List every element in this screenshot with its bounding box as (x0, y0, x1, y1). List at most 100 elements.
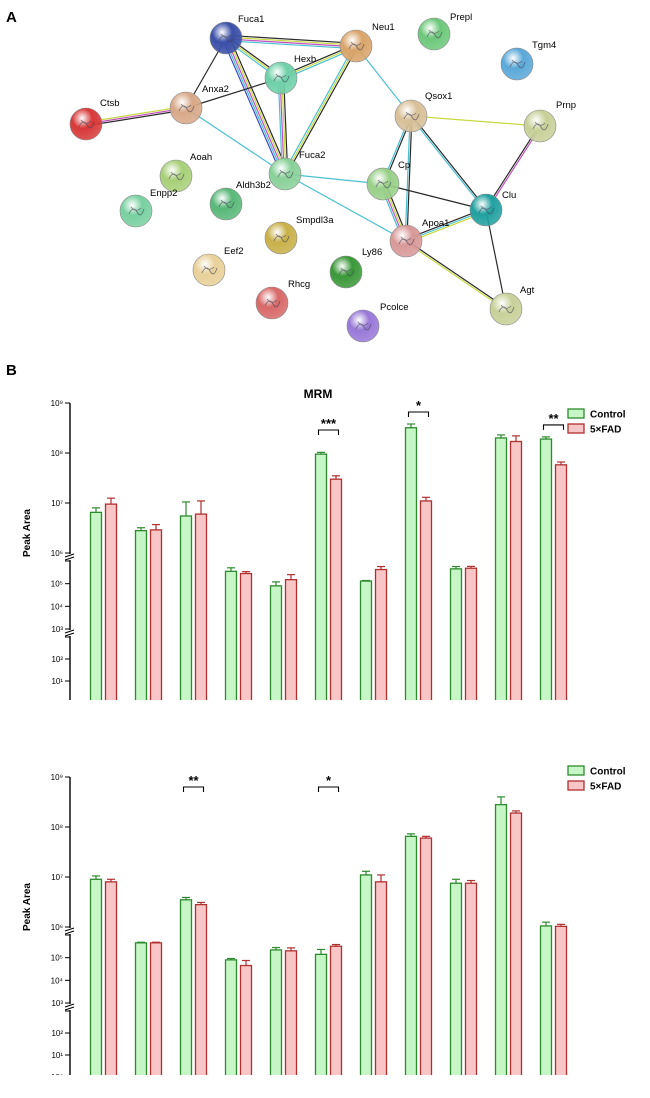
network-node-agt: Agt (489, 285, 535, 326)
significance-label: * (416, 398, 422, 413)
network-edge (484, 125, 540, 210)
network-edge (225, 38, 356, 48)
network-edge (85, 107, 187, 125)
bar-5xfad-eef2 (284, 950, 298, 1075)
node-label: Fuca2 (299, 150, 325, 161)
node-label: Ctsb (100, 98, 120, 109)
bar-5xfad-ly86 (419, 500, 433, 700)
y-tick-label: 10⁶ (51, 923, 63, 932)
y-tick: 10⁸ (51, 449, 70, 458)
axis-break (64, 1006, 75, 1011)
network-edge (286, 46, 359, 176)
legend-swatch (567, 408, 585, 419)
bar-5xfad-qsox1 (419, 837, 433, 1075)
bar-5xfad-clusterin (149, 529, 163, 700)
bar-control-annexin-2 (179, 899, 193, 1075)
network-edge (284, 173, 407, 242)
bar-control-preol (494, 437, 508, 700)
network-edge (226, 36, 357, 46)
significance-bracket: *** (317, 416, 340, 435)
bar-control-enpp2 (269, 585, 283, 700)
network-node-prnp: Prnp (523, 100, 576, 143)
legend-label: Control (590, 410, 626, 421)
axis-break (64, 553, 75, 558)
network-edge (185, 107, 286, 175)
y-tick: 10⁴ (51, 976, 70, 985)
bar-5xfad-angiotensin (149, 942, 163, 1075)
axis-break (64, 1003, 75, 1008)
legend-label: 5×FAD (590, 425, 621, 436)
y-tick: 10² (51, 655, 70, 664)
y-tick: 10¹ (51, 1051, 70, 1060)
network-node-smpdl3a: Smpdl3a (264, 215, 334, 255)
significance-label: *** (321, 416, 337, 431)
y-tick-label: 10³ (51, 625, 63, 634)
network-edge (222, 39, 283, 176)
network-node-enpp2: Enpp2 (119, 188, 177, 228)
significance-label: * (326, 773, 332, 788)
network-edge (409, 116, 486, 211)
network-node-aoah: Aoah (159, 152, 212, 193)
network-node-tgm4: Tgm4 (500, 40, 556, 81)
bar-control-fuca2 (314, 453, 328, 700)
y-tick-label: 10⁹ (51, 773, 63, 782)
bar-control-eef2 (269, 949, 283, 1075)
bar-control-tgm4 (539, 925, 553, 1075)
bar-control-pcolce (449, 568, 463, 700)
legend-label: Control (590, 767, 626, 778)
significance-bracket: * (407, 398, 430, 418)
bar-5xfad-annexin-2 (194, 903, 208, 1075)
y-tick-label: 10² (51, 1029, 63, 1038)
y-tick-label: 10⁵ (51, 580, 63, 589)
network-edge (406, 116, 413, 242)
network-nodes: Fuca1 Neu1 Prepl Tgm4 Hexb Anxa2 Ctsb Qsox1 Prnp… (69, 12, 576, 343)
y-tick-label: 10² (51, 655, 63, 664)
bar-5xfad-hexb (374, 568, 388, 700)
y-tick-label: 10³ (51, 999, 63, 1008)
bar-5xfad-cathepsin-b (239, 572, 253, 700)
network-edge (284, 45, 357, 175)
node-label: Anxa2 (202, 84, 229, 95)
bars (89, 796, 568, 1075)
axis-break (64, 927, 75, 932)
node-label: Neu1 (372, 22, 395, 33)
axis-break (64, 556, 75, 561)
network-node-pcolce: Pcolce (346, 302, 409, 343)
bar-5xfad-ceruloplasmin (194, 513, 208, 700)
bar-control-fuca1 (314, 953, 328, 1075)
network-node-ly86: Ly86 (329, 247, 382, 289)
node-label: Fuca1 (238, 14, 264, 25)
node-label: Hexb (294, 54, 316, 65)
node-label: Apoa1 (422, 218, 449, 229)
node-label: Eef2 (224, 246, 244, 257)
bar-5xfad-apolipoprotein-a-i (239, 964, 253, 1075)
chart-1-title: MRM (304, 387, 333, 401)
legend: Control 5×FAD (567, 765, 626, 793)
significance-bracket: ** (182, 773, 205, 792)
network-node-anxa2: Anxa2 (169, 84, 229, 125)
bar-control-smpdl3a (494, 803, 508, 1075)
bar-control-prp (539, 438, 553, 700)
bar-control-clusterin (134, 529, 148, 700)
bar-control-ceruloplasmin (179, 515, 193, 700)
bar-control-apolipoprotein-a-i (224, 959, 238, 1075)
network-node-hexb: Hexb (264, 54, 316, 95)
y-tick: 10⁹ (51, 773, 70, 782)
network-node-clu: Clu (469, 190, 516, 227)
network-node-prepl: Prepl (417, 12, 472, 51)
y-axis: 10⁰ 10¹ 10² 10³ 10⁴ 10⁵ 10⁶ 10⁷ 10⁸ 10⁹ (51, 773, 71, 1075)
bar-control-ly86 (404, 427, 418, 700)
y-tick: 10⁸ (51, 823, 70, 832)
y-tick-label: 10⁷ (51, 873, 63, 882)
network-node-fuca2: Fuca2 (268, 150, 325, 191)
significance-label: ** (548, 411, 559, 426)
bar-5xfad-rhcg (464, 882, 478, 1075)
network-node-neu1: Neu1 (339, 22, 395, 63)
y-tick-label: 10⁹ (51, 399, 63, 408)
significance-bracket: * (317, 773, 340, 792)
node-label: Clu (502, 190, 516, 201)
legend-swatch (567, 780, 585, 791)
bar-5xfad-pcolce (464, 567, 478, 700)
bar-control-aoah (89, 511, 103, 700)
y-tick-label: 10⁶ (51, 549, 63, 558)
